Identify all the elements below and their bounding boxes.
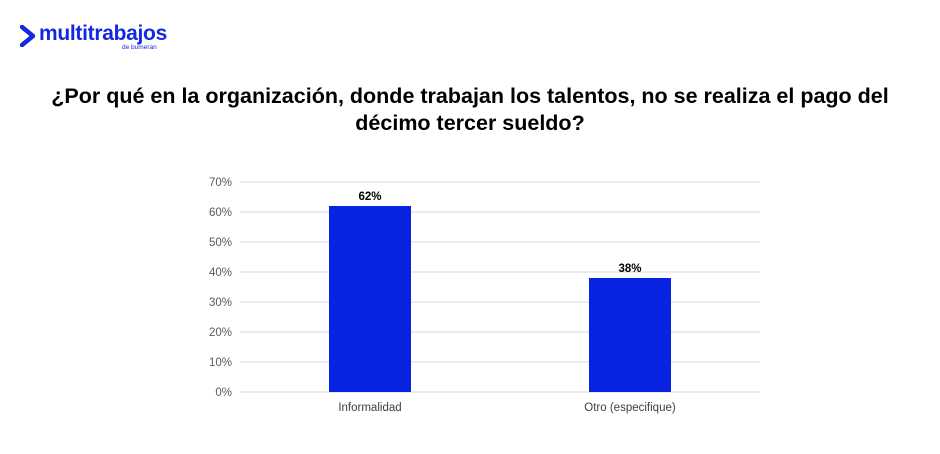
brand-name: multitrabajos: [39, 22, 167, 45]
data-labels: 62% 38%: [358, 191, 641, 275]
brand-tagline: de bumeran: [122, 44, 157, 51]
brand-logo: multitrabajos de bumeran: [20, 22, 180, 56]
y-tick-label: 0%: [215, 387, 232, 399]
chart-title: ¿Por qué en la organización, donde traba…: [51, 84, 889, 135]
y-axis-ticks: 0% 10% 20% 30% 40% 50% 60% 70%: [209, 177, 232, 399]
data-label: 38%: [618, 263, 641, 275]
y-tick-label: 30%: [209, 297, 232, 309]
y-tick-label: 20%: [209, 327, 232, 339]
y-tick-label: 40%: [209, 267, 232, 279]
bars: [329, 206, 671, 392]
y-tick-label: 70%: [209, 177, 232, 189]
x-category-label: Otro (especifique): [584, 402, 676, 414]
data-label: 62%: [358, 191, 381, 203]
bar: [329, 206, 411, 392]
x-axis-categories: Informalidad Otro (especifique): [338, 402, 676, 414]
gridlines: [240, 181, 760, 393]
bar: [589, 278, 671, 392]
x-category-label: Informalidad: [338, 402, 401, 414]
chevron-right-icon: [20, 25, 36, 47]
y-tick-label: 50%: [209, 237, 232, 249]
y-tick-label: 60%: [209, 207, 232, 219]
y-tick-label: 10%: [209, 357, 232, 369]
